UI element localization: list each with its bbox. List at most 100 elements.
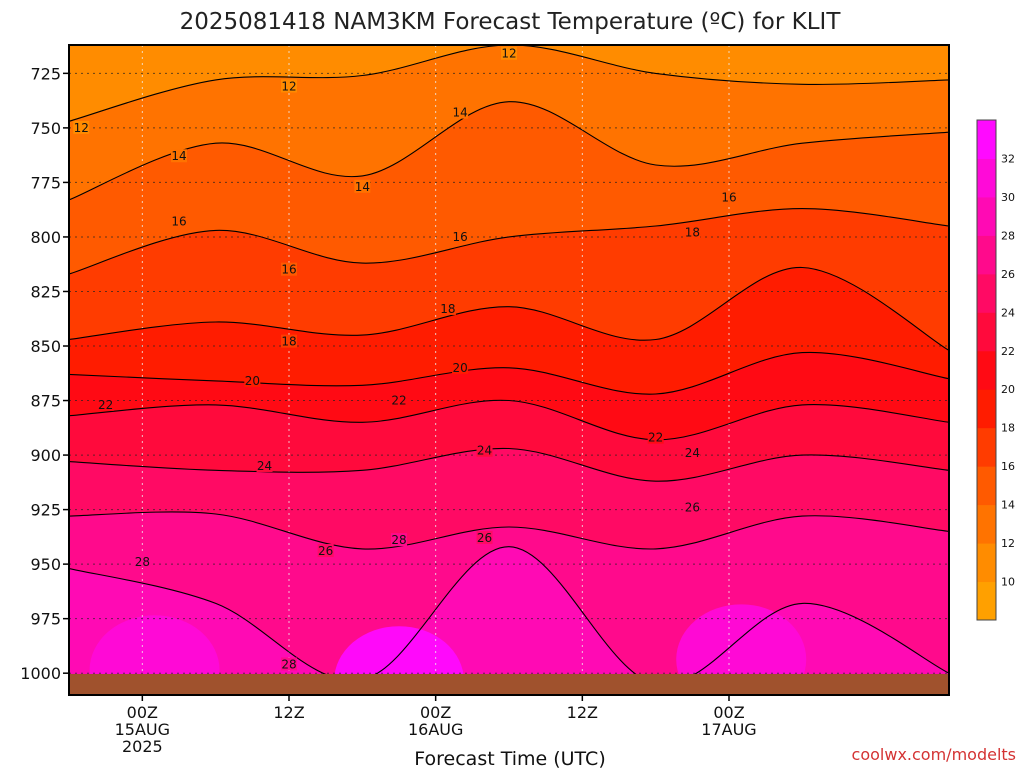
isotherm-lines bbox=[69, 45, 949, 686]
isotherm-label: 28 bbox=[281, 657, 296, 671]
isotherm-24 bbox=[69, 447, 949, 482]
y-tick-label: 725 bbox=[30, 64, 61, 83]
isotherm-26 bbox=[69, 511, 949, 550]
colorbar-swatch bbox=[977, 196, 996, 236]
x-tick-label: 2025 bbox=[122, 737, 163, 756]
isotherm-label-bg bbox=[684, 225, 701, 239]
isotherm-14 bbox=[69, 101, 949, 201]
ground-surface bbox=[69, 674, 949, 695]
colorbar-tick-label: 26 bbox=[1001, 268, 1015, 281]
colorbar-tick-label: 24 bbox=[1001, 306, 1015, 319]
y-tick-label: 950 bbox=[30, 555, 61, 574]
y-tick-label: 875 bbox=[30, 392, 61, 411]
colorbar-swatch bbox=[977, 581, 996, 621]
colorbar-tick-label: 22 bbox=[1001, 345, 1015, 358]
chart-title: 2025081418 NAM3KM Forecast Temperature (… bbox=[180, 9, 842, 35]
x-tick-label: 00Z bbox=[713, 703, 744, 722]
colorbar-tick-label: 18 bbox=[1001, 422, 1015, 435]
isotherm-label-bg bbox=[476, 443, 493, 457]
y-tick-label: 1000 bbox=[20, 664, 61, 683]
isotherm-label-bg bbox=[452, 229, 469, 243]
isotherm-label: 24 bbox=[685, 446, 700, 460]
isotherm-label-bg bbox=[281, 657, 297, 671]
colorbar-swatch bbox=[977, 389, 996, 429]
colorbar: 10 12 14 16 18 20 22 24 26 28 30 32 bbox=[976, 119, 1015, 621]
x-axis-label: Forecast Time (UTC) bbox=[414, 748, 605, 768]
colorbar-swatch bbox=[977, 504, 996, 544]
isotherm-label: 14 bbox=[452, 106, 467, 120]
isotherm-label-bg bbox=[317, 544, 334, 558]
isotherm-label-bg bbox=[171, 149, 187, 163]
isotherm-label: 20 bbox=[452, 361, 467, 375]
isotherm-label-bg bbox=[684, 500, 701, 514]
isotherm-label: 22 bbox=[391, 394, 406, 408]
x-tick-label: 12Z bbox=[567, 703, 598, 722]
y-tick-label: 925 bbox=[30, 501, 61, 520]
colorbar-swatch bbox=[977, 543, 996, 583]
isotherm-label: 22 bbox=[98, 398, 113, 412]
isotherm-label: 28 bbox=[391, 533, 406, 547]
isotherm-label: 20 bbox=[245, 374, 260, 388]
x-tick-label: 16AUG bbox=[408, 720, 463, 739]
isotherm-label: 18 bbox=[440, 302, 455, 316]
isotherm-label-bg bbox=[281, 334, 297, 348]
colorbar-tick-label: 14 bbox=[1001, 499, 1015, 512]
colorbar-swatch bbox=[977, 120, 996, 159]
isotherm-18 bbox=[69, 266, 949, 351]
colorbar-tick-label: 20 bbox=[1001, 383, 1015, 396]
isotherm-label-bg bbox=[452, 105, 469, 119]
isotherm-label: 18 bbox=[281, 335, 296, 349]
x-tick-label: 17AUG bbox=[701, 720, 756, 739]
isotherm-label-bg bbox=[501, 46, 517, 60]
isotherm-label: 24 bbox=[257, 459, 272, 473]
y-tick-label: 975 bbox=[30, 610, 61, 629]
plot-area: 12 12 12 14 14 14 16 16 16 16 18 18 18 20 20 22 22 22 24 24… bbox=[69, 45, 949, 695]
isotherm-label-bg bbox=[354, 179, 371, 193]
colorbar-swatch bbox=[977, 158, 996, 198]
colorbar-frame bbox=[976, 119, 997, 621]
isotherm-label-bg bbox=[684, 445, 701, 459]
colorbar-tick-label: 16 bbox=[1001, 460, 1015, 473]
isotherm-label-bg bbox=[391, 533, 407, 547]
isotherm-label: 16 bbox=[281, 263, 296, 277]
isotherm-label: 16 bbox=[171, 215, 186, 229]
isotherm-label: 26 bbox=[477, 531, 492, 545]
isotherm-label-bg bbox=[647, 430, 664, 444]
isotherm-20 bbox=[69, 351, 949, 395]
isotherm-label-bg bbox=[134, 554, 151, 568]
y-tick-label: 750 bbox=[30, 119, 61, 138]
isotherm-12 bbox=[69, 45, 949, 122]
isotherm-label-bg bbox=[452, 360, 469, 374]
warm-core-2 bbox=[676, 604, 807, 695]
isotherm-label-bg bbox=[244, 373, 261, 387]
isotherm-label: 12 bbox=[281, 79, 296, 93]
y-tick-label: 775 bbox=[30, 173, 61, 192]
y-tick-label: 900 bbox=[30, 446, 61, 465]
x-tick-label: 00Z bbox=[127, 703, 158, 722]
isotherm-label-bg bbox=[721, 190, 737, 204]
isotherm-label-bg bbox=[439, 301, 456, 315]
isotherm-label: 16 bbox=[721, 191, 736, 205]
isotherm-label-bg bbox=[391, 393, 407, 407]
isotherm-label-bg bbox=[97, 397, 114, 411]
colorbar-swatch bbox=[977, 273, 996, 313]
y-tick-label: 800 bbox=[30, 228, 61, 247]
isotherm-label: 28 bbox=[135, 555, 150, 569]
x-tick-label: 00Z bbox=[420, 703, 451, 722]
colorbar-tick-label: 30 bbox=[1001, 191, 1015, 204]
isotherm-label-bg bbox=[256, 458, 273, 472]
isotherm-label-bg bbox=[171, 214, 187, 228]
isotherm-28 bbox=[69, 546, 949, 686]
colorbar-tick-label: 28 bbox=[1001, 229, 1015, 242]
colorbar-swatch bbox=[977, 312, 996, 352]
isotherm-label: 14 bbox=[355, 180, 370, 194]
isotherm-label: 26 bbox=[685, 500, 700, 514]
x-tick-label: 12Z bbox=[273, 703, 304, 722]
isotherm-22 bbox=[69, 399, 949, 441]
isotherm-label: 14 bbox=[171, 149, 186, 163]
isotherm-label-bg bbox=[281, 79, 297, 93]
isotherm-labels: 12 12 12 14 14 14 16 16 16 16 18 18 18 20 20 22 22 22 24 24… bbox=[73, 46, 737, 671]
isotherm-label: 22 bbox=[648, 431, 663, 445]
